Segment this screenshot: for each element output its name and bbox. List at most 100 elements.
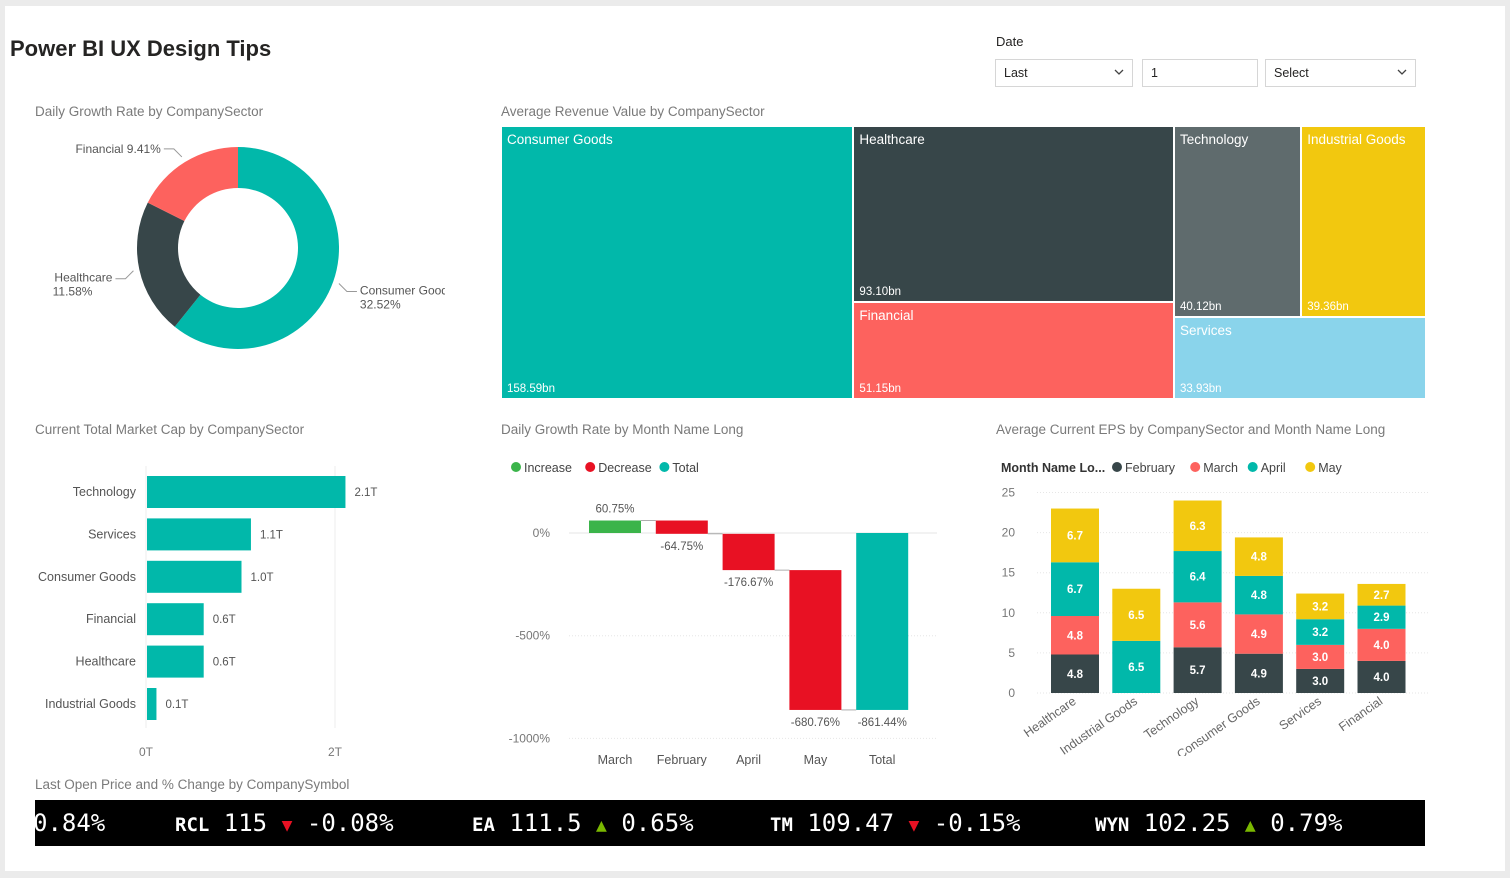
treemap-value-healthcare: 93.10bn	[859, 286, 901, 299]
relative-dropdown[interactable]: Last	[995, 59, 1133, 87]
chevron-down-icon	[1397, 69, 1407, 75]
period-dropdown-value: Select	[1274, 66, 1309, 80]
donut-label-consumer-goods: Consumer Goods	[360, 284, 445, 298]
bar-technology[interactable]	[147, 476, 346, 508]
stacked-segment-technology-april[interactable]	[1173, 551, 1222, 603]
legend-marker-february	[1112, 462, 1122, 472]
count-input[interactable]: 1	[1142, 59, 1258, 87]
stacked-segment-industrial-goods-april[interactable]	[1112, 640, 1161, 693]
stacked-value-label: 6.5	[1128, 662, 1145, 674]
relative-dropdown-value: Last	[1004, 66, 1028, 80]
bar-chart-title: Current Total Market Cap by CompanySecto…	[35, 422, 305, 437]
stacked-segment-healthcare-march[interactable]	[1051, 616, 1099, 655]
waterfall-bar-total[interactable]	[856, 533, 909, 710]
stacked-segment-financial-april[interactable]	[1357, 605, 1406, 629]
legend-label-total: Total	[672, 461, 698, 475]
stacked-segment-healthcare-february[interactable]	[1051, 654, 1099, 693]
treemap-label-consumer-goods: Consumer Goods	[507, 132, 613, 147]
legend-label-march: March	[1203, 461, 1238, 475]
ticker-title: Last Open Price and % Change by CompanyS…	[35, 777, 350, 792]
bar-category-label: Financial	[86, 612, 136, 626]
treemap-chart: Consumer Goods 158.59bn Healthcare 93.10bn F…	[501, 126, 1426, 399]
treemap-cell-financial[interactable]: Financial 51.15bn	[853, 302, 1174, 399]
report-canvas: Power BI UX Design Tips Date Last 1 Sele…	[5, 6, 1505, 871]
stacked-segment-industrial-goods-may[interactable]	[1112, 588, 1161, 641]
treemap-label-healthcare: Healthcare	[859, 132, 925, 147]
stacked-value-label: 3.0	[1312, 652, 1328, 664]
waterfall-bar-april[interactable]	[722, 533, 775, 571]
stacked-segment-consumer-goods-april[interactable]	[1234, 575, 1283, 615]
stacked-chart-title: Average Current EPS by CompanySector and…	[996, 422, 1386, 437]
donut-slice-healthcare[interactable]	[137, 202, 201, 327]
stacked-value-label: 4.9	[1251, 629, 1267, 641]
legend-marker-total	[659, 462, 670, 472]
waterfall-value-label: -64.75%	[660, 541, 703, 553]
stacked-segment-services-march[interactable]	[1296, 644, 1345, 669]
bar-industrial-goods[interactable]	[147, 688, 157, 720]
bar-xtick: 0T	[139, 745, 154, 759]
stacked-segment-healthcare-may[interactable]	[1051, 508, 1099, 563]
stacked-value-label: 3.0	[1312, 676, 1328, 688]
stacked-segment-healthcare-april[interactable]	[1051, 562, 1099, 617]
stacked-segment-technology-may[interactable]	[1173, 500, 1222, 552]
legend-label-april: April	[1261, 461, 1286, 475]
stacked-segment-consumer-goods-february[interactable]	[1234, 653, 1283, 693]
bar-value-label: 0.6T	[213, 614, 236, 626]
donut-value-healthcare: 11.58%	[53, 285, 93, 299]
ticker-change: 0.65%	[606, 809, 694, 837]
waterfall-value-label: -680.76%	[791, 717, 840, 729]
stacked-segment-consumer-goods-march[interactable]	[1234, 614, 1283, 654]
donut-label-healthcare: Healthcare	[54, 271, 112, 285]
stacked-ytick: 25	[1002, 486, 1016, 500]
bar-healthcare[interactable]	[147, 645, 204, 678]
waterfall-bar-march[interactable]	[589, 520, 641, 533]
stacked-segment-financial-february[interactable]	[1357, 660, 1406, 693]
bar-category-label: Services	[88, 527, 136, 541]
waterfall-value-label: -176.67%	[724, 577, 773, 589]
treemap-cell-industrial-goods[interactable]: Industrial Goods 39.36bn	[1301, 126, 1426, 318]
stacked-segment-financial-may[interactable]	[1357, 583, 1406, 606]
bar-consumer-goods[interactable]	[147, 560, 242, 593]
stacked-ytick: 0	[1008, 686, 1015, 700]
stacked-value-label: 2.9	[1374, 612, 1390, 624]
arrow-down-icon: ▼	[908, 815, 920, 836]
donut-slice-financial[interactable]	[147, 147, 238, 222]
ticker-change: 0.79%	[1255, 809, 1343, 837]
waterfall-ytick: -1000%	[509, 731, 551, 745]
treemap-cell-healthcare[interactable]: Healthcare 93.10bn	[853, 126, 1174, 303]
treemap-label-industrial-goods: Industrial Goods	[1307, 132, 1406, 147]
bar-category-label: Consumer Goods	[38, 570, 136, 584]
count-input-value: 1	[1151, 66, 1158, 80]
bar-financial[interactable]	[147, 603, 204, 636]
donut-slice-consumer-goods[interactable]	[174, 147, 340, 349]
bar-services[interactable]	[147, 518, 251, 551]
treemap-cell-technology[interactable]: Technology 40.12bn	[1173, 126, 1302, 318]
ticker-item: WYN 102.25 ▲ 0.79%	[1095, 800, 1342, 846]
stacked-value-label: 3.2	[1312, 601, 1328, 613]
donut-leader-line	[115, 270, 134, 280]
stacked-segment-financial-march[interactable]	[1357, 628, 1406, 661]
period-dropdown[interactable]: Select	[1265, 59, 1416, 87]
stacked-segment-consumer-goods-may[interactable]	[1234, 537, 1283, 576]
stacked-ytick: 5	[1008, 646, 1015, 660]
stacked-column-chart: Month Name Lo... February March April May 0 5 1…	[1001, 461, 1428, 756]
legend-label-may: May	[1318, 461, 1342, 475]
ticker-symbol: TM	[770, 814, 793, 836]
treemap-cell-consumer-goods[interactable]: Consumer Goods 158.59bn	[501, 126, 854, 399]
legend-label-decrease: Decrease	[598, 461, 652, 475]
treemap-cell-services[interactable]: Services 33.93bn	[1173, 317, 1426, 399]
waterfall-value-label: -861.44%	[858, 717, 907, 729]
bar-value-label: 0.1T	[165, 699, 188, 711]
waterfall-bar-february[interactable]	[655, 520, 708, 534]
waterfall-category-label: February	[657, 753, 708, 766]
donut-chart-title: Daily Growth Rate by CompanySector	[35, 104, 264, 119]
waterfall-bar-may[interactable]	[789, 570, 842, 710]
stacked-segment-technology-february[interactable]	[1173, 647, 1222, 693]
stacked-segment-services-april[interactable]	[1296, 619, 1345, 645]
ticker-price: 111.5	[494, 809, 597, 837]
stacked-segment-technology-march[interactable]	[1173, 602, 1222, 648]
stacked-segment-services-may[interactable]	[1296, 593, 1345, 620]
stacked-segment-services-february[interactable]	[1296, 668, 1345, 693]
legend-label-increase: Increase	[524, 461, 572, 475]
ticker-item: RCL 115 ▼ -0.08%	[175, 800, 394, 846]
